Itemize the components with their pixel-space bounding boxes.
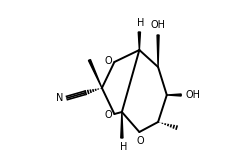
Polygon shape bbox=[167, 94, 181, 96]
Text: H: H bbox=[120, 142, 127, 152]
Text: N: N bbox=[56, 93, 64, 103]
Polygon shape bbox=[157, 35, 159, 67]
Text: OH: OH bbox=[185, 90, 200, 100]
Text: O: O bbox=[104, 56, 112, 66]
Polygon shape bbox=[88, 60, 102, 88]
Text: O: O bbox=[136, 136, 144, 146]
Text: OH: OH bbox=[150, 20, 166, 29]
Polygon shape bbox=[138, 32, 140, 50]
Text: H: H bbox=[137, 18, 144, 28]
Text: O: O bbox=[104, 110, 112, 120]
Polygon shape bbox=[121, 112, 123, 138]
